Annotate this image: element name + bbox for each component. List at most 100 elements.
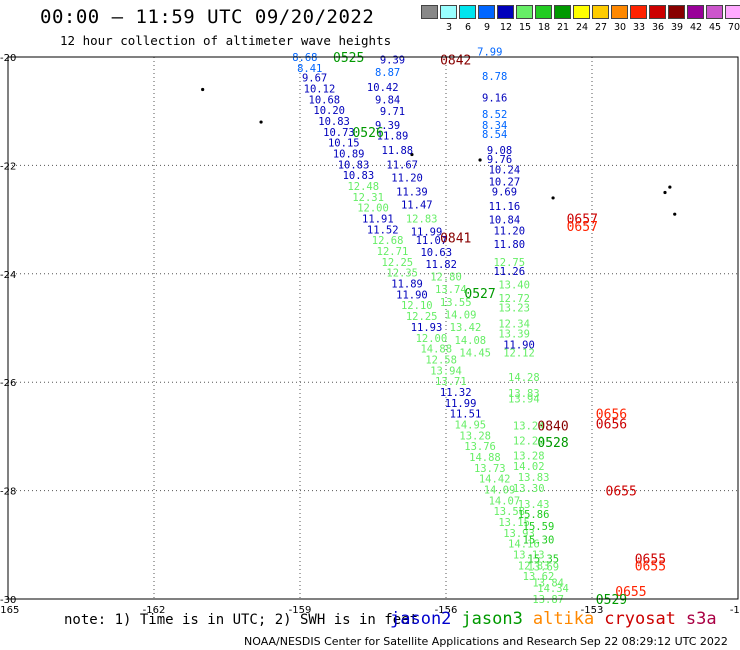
color-scale-label: 9	[483, 22, 491, 33]
wave-height-value: 13.69	[528, 561, 560, 573]
wave-height-value: 7.99	[477, 47, 502, 59]
wave-height-value: 9.39	[380, 55, 405, 67]
pass-time-label: 0655	[615, 585, 646, 600]
color-scale-label: 6	[464, 22, 472, 33]
pass-time-label: 0655	[606, 485, 637, 500]
color-scale-label: 70	[727, 22, 740, 33]
island-marker	[410, 152, 414, 157]
wave-height-value: 12.25	[382, 257, 414, 269]
wave-height-value: 10.73	[323, 127, 355, 139]
wave-height-value: 13.39	[498, 328, 530, 340]
wave-height-value: 13.28	[513, 450, 545, 462]
wave-height-value: 8.34	[482, 120, 507, 132]
units-note: note: 1) Time is in UTC; 2) SWH is in fe…	[64, 612, 419, 628]
wave-height-value: 11.39	[396, 186, 428, 198]
wave-height-value: 12.29	[513, 436, 545, 448]
footer-credit: NOAA/NESDIS Center for Satellite Applica…	[244, 635, 578, 648]
x-tick-label: -156	[435, 605, 458, 616]
color-scale-label: 33	[632, 22, 646, 33]
wave-height-value: 8.87	[375, 67, 400, 79]
color-scale-swatch	[649, 5, 666, 19]
chart-subtitle: 12 hour collection of altimeter wave hei…	[60, 33, 392, 48]
wave-height-value: 13.83	[508, 388, 540, 400]
wave-height-value: 12.75	[493, 257, 525, 269]
wave-height-value: 11.67	[386, 159, 418, 171]
wave-height-value: 11.90	[503, 339, 535, 351]
wave-height-value: 12.80	[430, 272, 462, 284]
wave-height-value: 10.84	[489, 215, 521, 227]
wave-height-value: 13.42	[450, 322, 482, 334]
pass-time-label: 0842	[440, 54, 471, 69]
wave-height-value: 8.78	[482, 71, 507, 83]
wave-height-value: 10.27	[489, 177, 521, 189]
color-scale-swatch	[573, 5, 590, 19]
wave-height-value: 15.86	[518, 509, 550, 521]
wave-height-value: 12.48	[347, 181, 379, 193]
color-scale-swatch	[592, 5, 609, 19]
wave-height-value: 11.80	[493, 239, 525, 251]
footer-timestamp: Sep 22 08:29:12 UTC 2022	[580, 635, 728, 648]
wave-height-value: 14.16	[508, 539, 540, 551]
wave-height-value: 10.63	[420, 247, 452, 259]
legend-item-jason3: jason3	[461, 609, 523, 629]
wave-height-value: 12.34	[498, 319, 530, 331]
wave-height-value: 12.72	[498, 293, 530, 305]
wave-height-value: 12.12	[503, 347, 535, 359]
wave-height-value: 11.20	[391, 172, 423, 184]
wave-height-value: 12.00	[357, 203, 389, 215]
color-scale-label: 3	[445, 22, 453, 33]
chart-title: 00:00 – 11:59 UTC 09/20/2022	[40, 6, 375, 28]
wave-height-value: 12.25	[406, 311, 438, 323]
color-scale-label: 21	[556, 22, 570, 33]
wave-height-value: 11.52	[367, 224, 399, 236]
wave-height-value: 13.24	[513, 421, 545, 433]
wave-height-value: 9.16	[482, 93, 507, 105]
color-scale-label: 24	[575, 22, 589, 33]
wave-height-value: 11.16	[489, 201, 521, 213]
wave-height-value: 14.42	[479, 474, 511, 486]
color-scale-swatch	[421, 5, 438, 19]
wave-height-value: 10.15	[328, 138, 360, 150]
pass-time-label: 0656	[596, 417, 627, 432]
pass-time-label: 0657	[567, 220, 598, 235]
wave-height-value: 10.42	[367, 82, 399, 94]
wave-height-value: 12.68	[372, 235, 404, 247]
wave-height-value: 12.00	[416, 333, 448, 345]
color-scale-label: 39	[670, 22, 684, 33]
color-scale-swatch	[535, 5, 552, 19]
x-tick-label: -153	[581, 605, 604, 616]
wave-height-value: 15.35	[528, 553, 560, 565]
legend-item-altika: altika	[532, 609, 595, 629]
wave-height-value: 14.07	[489, 495, 521, 507]
color-scale-label: 12	[499, 22, 513, 33]
island-marker	[201, 87, 205, 92]
wave-height-value: 12.83	[406, 214, 438, 226]
wave-height-value: 13.76	[464, 441, 496, 453]
wave-height-value: 11.32	[440, 387, 472, 399]
wave-height-value: 11.26	[493, 266, 525, 278]
pass-time-label: 0655	[635, 552, 666, 567]
wave-height-value: 9.39	[375, 120, 400, 132]
pass-time-label: 0525	[333, 51, 364, 66]
wave-height-value: 12.71	[377, 246, 409, 258]
color-scale-swatch	[706, 5, 723, 19]
wave-height-value: 13.73	[474, 463, 506, 475]
pass-time-label: 0526	[352, 126, 383, 141]
wave-height-value: 13.40	[498, 280, 530, 292]
color-scale-label: 42	[689, 22, 703, 33]
wave-height-value: 14.28	[508, 372, 540, 384]
wave-height-value: 8.41	[297, 63, 322, 75]
color-scale-swatch	[440, 5, 457, 19]
wave-height-value: 9.67	[302, 73, 327, 85]
wave-height-value: 11.47	[401, 199, 433, 211]
x-tick-label: -162	[143, 605, 166, 616]
wave-height-value: 9.08	[487, 145, 512, 157]
wave-height-value: 14.45	[459, 347, 491, 359]
satellite-legend: jason2 jason3 altika cryosat s3a	[390, 609, 727, 629]
wave-height-value: 14.08	[455, 335, 487, 347]
island-marker	[259, 120, 263, 124]
wave-height-value: 10.12	[304, 83, 336, 95]
wave-height-value: 13.30	[513, 483, 545, 495]
island-marker	[663, 190, 667, 195]
wave-height-value: 13.23	[498, 302, 530, 314]
